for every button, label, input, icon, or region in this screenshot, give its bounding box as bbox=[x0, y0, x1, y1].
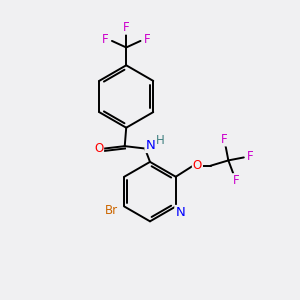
Text: N: N bbox=[146, 139, 155, 152]
Text: O: O bbox=[193, 159, 202, 172]
Text: F: F bbox=[233, 174, 239, 187]
Text: N: N bbox=[175, 206, 185, 219]
Text: O: O bbox=[94, 142, 103, 155]
Text: Br: Br bbox=[105, 203, 118, 217]
Text: F: F bbox=[144, 33, 150, 46]
Text: F: F bbox=[220, 133, 227, 146]
Text: F: F bbox=[246, 150, 253, 163]
Text: F: F bbox=[123, 21, 130, 34]
Text: H: H bbox=[156, 134, 165, 147]
Text: F: F bbox=[102, 33, 109, 46]
